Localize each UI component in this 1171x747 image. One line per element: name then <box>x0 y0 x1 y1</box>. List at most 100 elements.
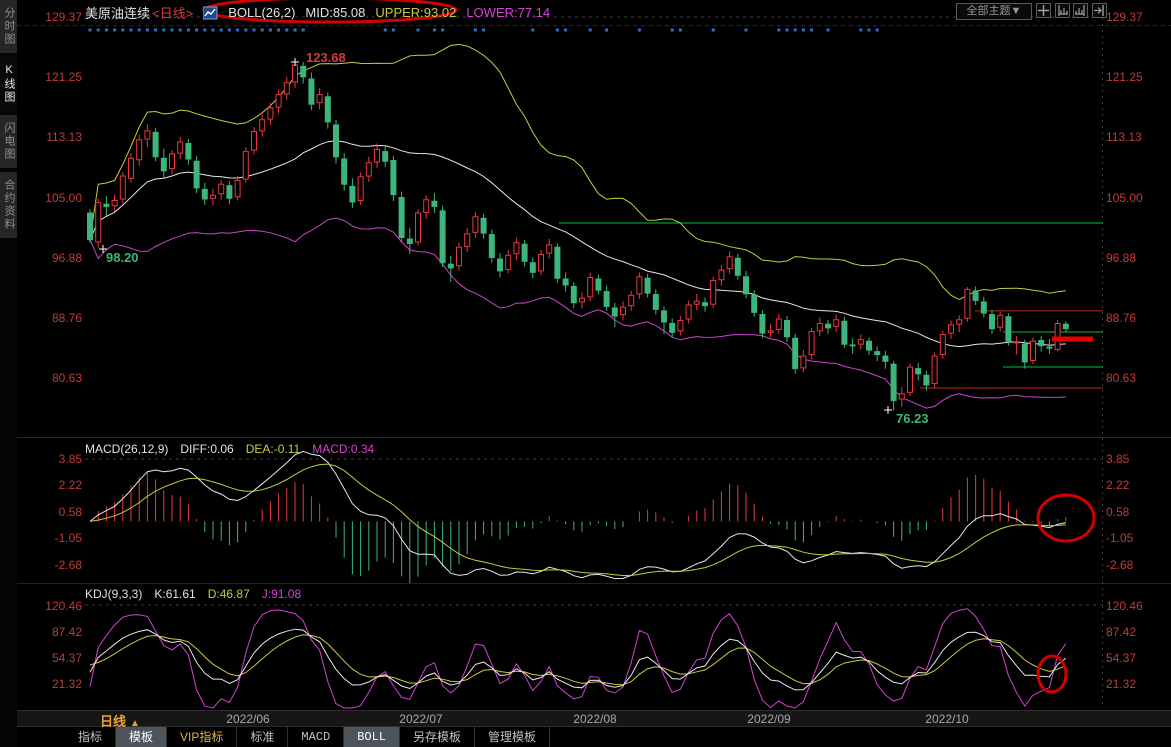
axis-label: 3.85 <box>58 452 82 467</box>
candle <box>169 153 175 170</box>
indicator-name: BOLL(26,2) <box>228 5 296 20</box>
macd-title: MACD(26,12,9) <box>85 442 169 456</box>
start-low-price-annotation: 98.20 <box>106 250 139 265</box>
signal-dot <box>178 28 182 32</box>
tab-indicators[interactable]: 指标 <box>65 727 117 747</box>
date-tick: 2022/10 <box>925 712 969 726</box>
sidebar-tab-kline[interactable]: K线图 <box>0 57 17 111</box>
axis-label: 120.46 <box>1106 599 1143 613</box>
tab-templates[interactable]: 模板 <box>116 727 168 747</box>
drawn-circle-annotation <box>1036 654 1068 694</box>
kdj-j-value: J:91.08 <box>261 587 302 601</box>
macd-dea-line <box>89 463 1066 576</box>
candle <box>972 290 979 301</box>
tab-bar-spacer <box>17 727 65 747</box>
candle <box>874 351 881 356</box>
candle <box>185 142 192 160</box>
signal-dot <box>531 28 535 32</box>
signal-dot <box>277 28 281 32</box>
candle <box>759 314 766 334</box>
candle <box>792 337 799 370</box>
candle <box>1038 339 1045 347</box>
axis-label: 120.46 <box>45 599 82 613</box>
kdj-k-line <box>89 628 1067 691</box>
sidebar-tab-flash[interactable]: 闪电图 <box>0 115 17 168</box>
axis-label: 96.88 <box>51 250 82 265</box>
signal-dot <box>810 28 814 32</box>
tab-manage-template[interactable]: 管理模板 <box>475 727 551 747</box>
axis-label: 80.63 <box>51 371 82 386</box>
candle <box>775 318 782 330</box>
signal-dot <box>104 28 108 32</box>
axis-label: 129.37 <box>1106 10 1143 24</box>
chart-header: 美原油连续 <日线> BOLL(26,2) MID:85.08 UPPER:93… <box>85 3 550 22</box>
sidebar-tab-timeshare[interactable]: 分时图 <box>0 0 17 53</box>
candle <box>341 158 348 185</box>
candle <box>275 94 282 108</box>
boll-upper-value: UPPER:93.02 <box>375 5 457 20</box>
tab-standard[interactable]: 标准 <box>237 727 289 747</box>
candle <box>628 294 635 307</box>
signal-dot <box>162 28 166 32</box>
tab-boll[interactable]: BOLL <box>344 727 401 747</box>
kdj-d-value: D:46.87 <box>207 587 250 601</box>
signal-dot <box>391 28 395 32</box>
signal-dot <box>416 28 420 32</box>
candle <box>816 322 823 332</box>
tab-macd[interactable]: MACD <box>288 727 345 747</box>
candle <box>702 302 708 307</box>
signal-dot <box>473 28 477 32</box>
axis-label: 88.76 <box>1106 310 1137 325</box>
candle <box>234 179 241 198</box>
axis-right-icon[interactable] <box>1073 3 1088 18</box>
period-arrow-icon: ▲ <box>130 718 140 729</box>
sidebar-tab-contract-info[interactable]: 合约资料 <box>0 172 17 238</box>
tab-save-template[interactable]: 另存模板 <box>400 727 476 747</box>
signal-dot <box>432 28 436 32</box>
axis-label: 121.25 <box>1106 70 1143 85</box>
pan-right-icon[interactable] <box>1092 3 1107 18</box>
period-selector[interactable]: 日线 ▲ <box>100 711 140 730</box>
axis-label: -1.05 <box>54 531 82 546</box>
mini-chart-icon[interactable] <box>202 6 218 20</box>
drawn-circle-annotation <box>1036 493 1096 543</box>
signal-dot <box>203 28 207 32</box>
candle <box>423 199 430 213</box>
candle <box>956 319 963 325</box>
candle <box>365 162 372 177</box>
tab-vip-indicators[interactable]: VIP指标 <box>167 727 238 747</box>
candle <box>1005 316 1012 342</box>
min-low-price-annotation: 76.23 <box>896 411 929 426</box>
signal-dot <box>826 28 830 32</box>
candle <box>415 212 421 243</box>
candle <box>800 355 807 369</box>
signal-dot <box>711 28 715 32</box>
candle <box>333 124 339 158</box>
candle <box>95 202 102 243</box>
axis-left-icon[interactable] <box>1055 3 1070 18</box>
candle <box>677 319 684 332</box>
theme-dropdown[interactable]: 全部主题▼ <box>956 3 1032 20</box>
axis-label: 0.58 <box>1106 505 1130 519</box>
boll-upper-band <box>89 43 1066 301</box>
candle <box>136 139 143 161</box>
signal-dot <box>285 28 289 32</box>
candle <box>201 188 208 200</box>
candle <box>825 323 831 329</box>
candle <box>177 141 184 154</box>
axis-label: 105.00 <box>45 190 82 205</box>
crosshair-icon[interactable] <box>1036 3 1051 18</box>
boll-lower-band <box>89 217 1066 409</box>
candle <box>923 374 930 386</box>
candle <box>948 324 954 334</box>
candle <box>464 233 471 247</box>
candle <box>300 65 307 78</box>
macd-panel-header: MACD(26,12,9) DIFF:0.06 DEA:-0.11 MACD:0… <box>85 442 374 456</box>
candle <box>693 300 700 305</box>
signal-dot <box>211 28 215 32</box>
candle <box>808 331 815 356</box>
signal-dot <box>793 28 797 32</box>
signal-dot <box>867 28 871 32</box>
signal-dot <box>637 28 641 32</box>
